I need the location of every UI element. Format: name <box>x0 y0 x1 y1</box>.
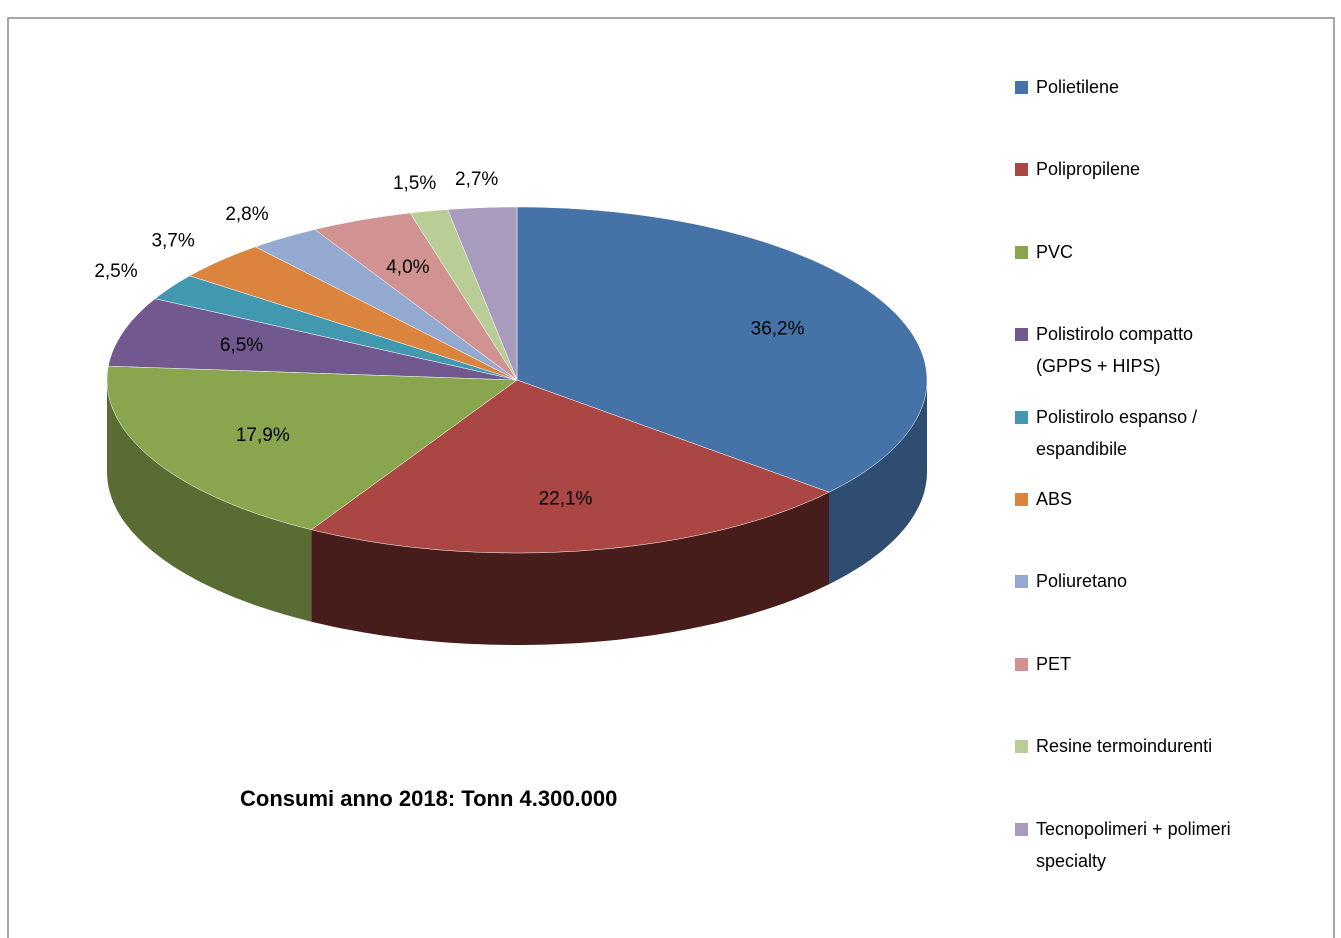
slice <box>310 379 830 554</box>
legend-item: Polistirolo espanso / espandibile <box>1015 401 1236 465</box>
data-label: 1,5% <box>393 173 436 194</box>
slice-side <box>829 380 927 585</box>
legend-label: PVC <box>1036 241 1074 262</box>
legend-item: PET <box>1015 648 1236 680</box>
legend-swatch <box>1015 163 1028 177</box>
slice <box>409 209 518 381</box>
legend-swatch <box>1015 740 1028 754</box>
slice <box>106 365 518 530</box>
legend-item: PVC <box>1015 236 1236 268</box>
legend-item: Tecnopolimeri + polimeri specialty <box>1015 813 1236 877</box>
data-label: 2,5% <box>94 261 137 282</box>
legend-swatch <box>1015 328 1028 342</box>
slice <box>107 298 518 381</box>
legend-swatch <box>1015 410 1028 424</box>
legend-label: Tecnopolimeri + polimeri specialty <box>1036 818 1231 871</box>
legend-swatch <box>1015 493 1028 506</box>
legend-swatch <box>1015 657 1028 671</box>
slice <box>447 206 518 381</box>
legend-label: Polipropilene <box>1036 159 1141 180</box>
legend-label: Polistirolo espanso / espandibile <box>1036 406 1198 459</box>
slice <box>314 212 518 381</box>
slice-side <box>311 492 829 645</box>
legend-item: Resine termoindurenti <box>1015 730 1236 762</box>
slice <box>254 229 518 381</box>
legend-item: Polistirolo compatto (GPPS + HIPS) <box>1015 318 1236 382</box>
legend-label: Polietilene <box>1036 77 1120 97</box>
data-label: 2,8% <box>225 204 268 225</box>
annotation: Consumi anno 2018: Tonn 4.300.000 <box>240 786 618 811</box>
slice <box>516 206 928 493</box>
legend-label: PET <box>1036 653 1072 674</box>
legend-label: Poliuretano <box>1036 571 1128 592</box>
data-label: 36,2% <box>751 318 805 339</box>
legend-swatch <box>1015 81 1028 94</box>
data-label: 22,1% <box>539 488 593 509</box>
data-label: 6,5% <box>220 335 263 356</box>
slice-side <box>107 380 312 622</box>
legend-item: Polipropilene <box>1015 153 1236 185</box>
slice <box>189 246 518 381</box>
legend-label: Polistirolo compatto (GPPS + HIPS) <box>1036 324 1194 377</box>
legend-swatch <box>1015 575 1028 589</box>
slice <box>154 275 518 381</box>
frame <box>7 17 1335 938</box>
legend-swatch <box>1015 822 1028 836</box>
legend-item: ABS <box>1015 483 1236 515</box>
data-label: 2,7% <box>455 169 498 190</box>
data-label: 3,7% <box>151 230 194 251</box>
legend-item: Polietilene <box>1015 71 1236 103</box>
legend-label: ABS <box>1036 489 1073 509</box>
data-label: 4,0% <box>386 257 429 278</box>
legend-swatch <box>1015 245 1028 259</box>
legend-item: Poliuretano <box>1015 565 1236 597</box>
data-label: 17,9% <box>236 425 290 446</box>
legend-label: Resine termoindurenti <box>1036 736 1213 757</box>
